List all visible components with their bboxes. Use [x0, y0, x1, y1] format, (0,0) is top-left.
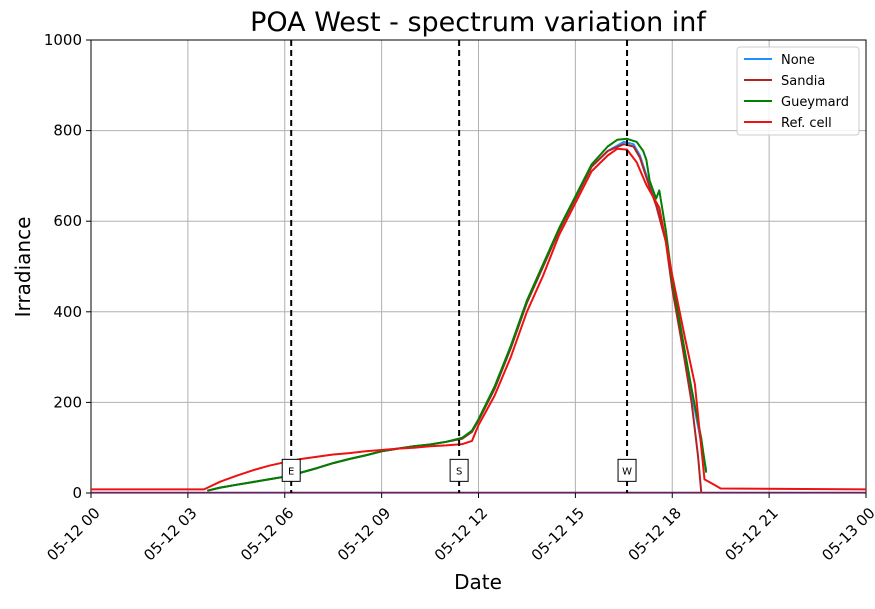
x-tick-label: 05-12 15: [528, 504, 588, 564]
x-tick-label: 05-12 06: [237, 504, 297, 564]
chart-title: POA West - spectrum variation inf: [250, 7, 707, 38]
legend-label: Gueymard: [781, 95, 849, 110]
vline-label-box: [617, 458, 637, 482]
legend-label: None: [781, 53, 815, 68]
y-tick-label: 400: [53, 303, 82, 321]
series-line-gueymard: [207, 137, 708, 492]
y-tick-label: 600: [53, 212, 82, 230]
x-tick-label: 05-13 00: [818, 504, 875, 564]
x-axis-label: Date: [454, 570, 502, 594]
y-tick-label: 200: [53, 393, 82, 411]
legend-box: [736, 46, 860, 136]
legend: None Sandia Gueymard Ref. cell: [736, 46, 860, 136]
vline-label: S: [456, 466, 462, 477]
x-tick-label: 05-12 09: [334, 504, 394, 564]
x-tick-label: 05-12 12: [431, 504, 491, 564]
y-tick-label: 0: [72, 484, 82, 502]
y-tick-label: 1000: [44, 31, 82, 49]
x-tick-label: 05-12 21: [721, 504, 781, 564]
vline-label-box: [281, 458, 301, 482]
x-tick-label: 05-12 18: [625, 504, 685, 564]
y-axis-label: Irradiance: [11, 217, 35, 318]
x-tick-label: 05-12 03: [140, 504, 200, 564]
vline-label: W: [622, 466, 632, 477]
legend-label: Ref. cell: [781, 116, 832, 131]
x-tick-label: 05-12 00: [43, 504, 103, 564]
x-axis-ticks: 05-12 00 05-12 03 05-12 06 05-12 09 05-12 12…: [43, 493, 875, 564]
y-tick-label: 800: [53, 122, 82, 140]
legend-label: Sandia: [781, 74, 825, 89]
vline-label-box: [449, 458, 469, 482]
y-axis-ticks: 0 200 400 600 800 1000: [44, 31, 91, 502]
vline-label: E: [288, 466, 294, 477]
